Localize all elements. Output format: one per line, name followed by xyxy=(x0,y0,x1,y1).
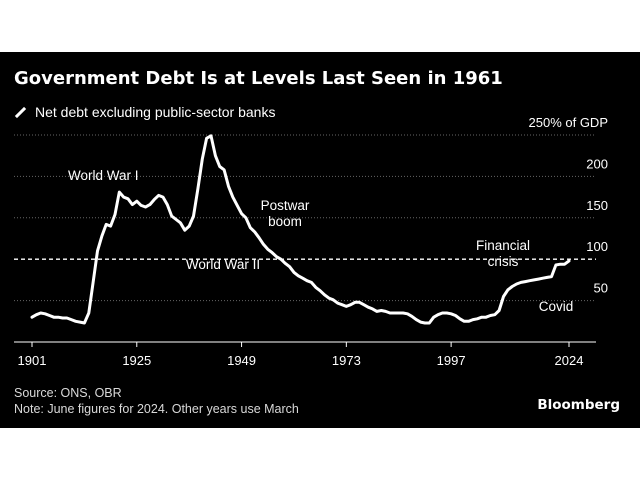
source-text: Source: ONS, OBR xyxy=(14,386,122,400)
x-tick-label-1949: 1949 xyxy=(227,353,256,368)
legend: Net debt excluding public-sector banks xyxy=(14,104,275,120)
net-debt-line xyxy=(30,134,571,325)
chart-title: Government Debt Is at Levels Last Seen i… xyxy=(14,68,503,89)
note-text: Note: June figures for 2024. Other years… xyxy=(14,402,299,416)
bloomberg-logo: Bloomberg xyxy=(537,397,620,413)
x-tick-label-1901: 1901 xyxy=(18,353,47,368)
annotation-covid: Covid xyxy=(539,299,574,314)
x-tick-label-2024: 2024 xyxy=(555,353,584,368)
annotation-world-war-ii: World War II xyxy=(186,257,260,272)
y-tick-label-100: 100 xyxy=(586,239,608,254)
x-tick-labels: 1901 1925 1949 1973 1997 2024 xyxy=(18,342,584,368)
x-tick-label-1925: 1925 xyxy=(122,353,151,368)
y-tick-label-50: 50 xyxy=(594,281,608,296)
y-tick-label-200: 200 xyxy=(586,156,608,171)
y-tick-labels: 50 100 150 200 250% of GDP xyxy=(529,115,609,296)
annotation-world-war-i: World War I xyxy=(68,168,139,183)
annotation-financial-crisis: Financial crisis xyxy=(476,238,530,269)
y-tick-label-250: 250% of GDP xyxy=(529,115,609,130)
grid xyxy=(14,134,596,302)
y-tick-label-150: 150 xyxy=(586,198,608,213)
legend-label: Net debt excluding public-sector banks xyxy=(35,104,276,120)
annotations: World War I Postwar boom World War II Financ… xyxy=(68,168,573,314)
annotation-postwar-boom: Postwar boom xyxy=(261,198,310,229)
x-tick-label-1997: 1997 xyxy=(437,353,466,368)
x-tick-label-1973: 1973 xyxy=(332,353,361,368)
chart-panel: Government Debt Is at Levels Last Seen i… xyxy=(0,52,640,428)
